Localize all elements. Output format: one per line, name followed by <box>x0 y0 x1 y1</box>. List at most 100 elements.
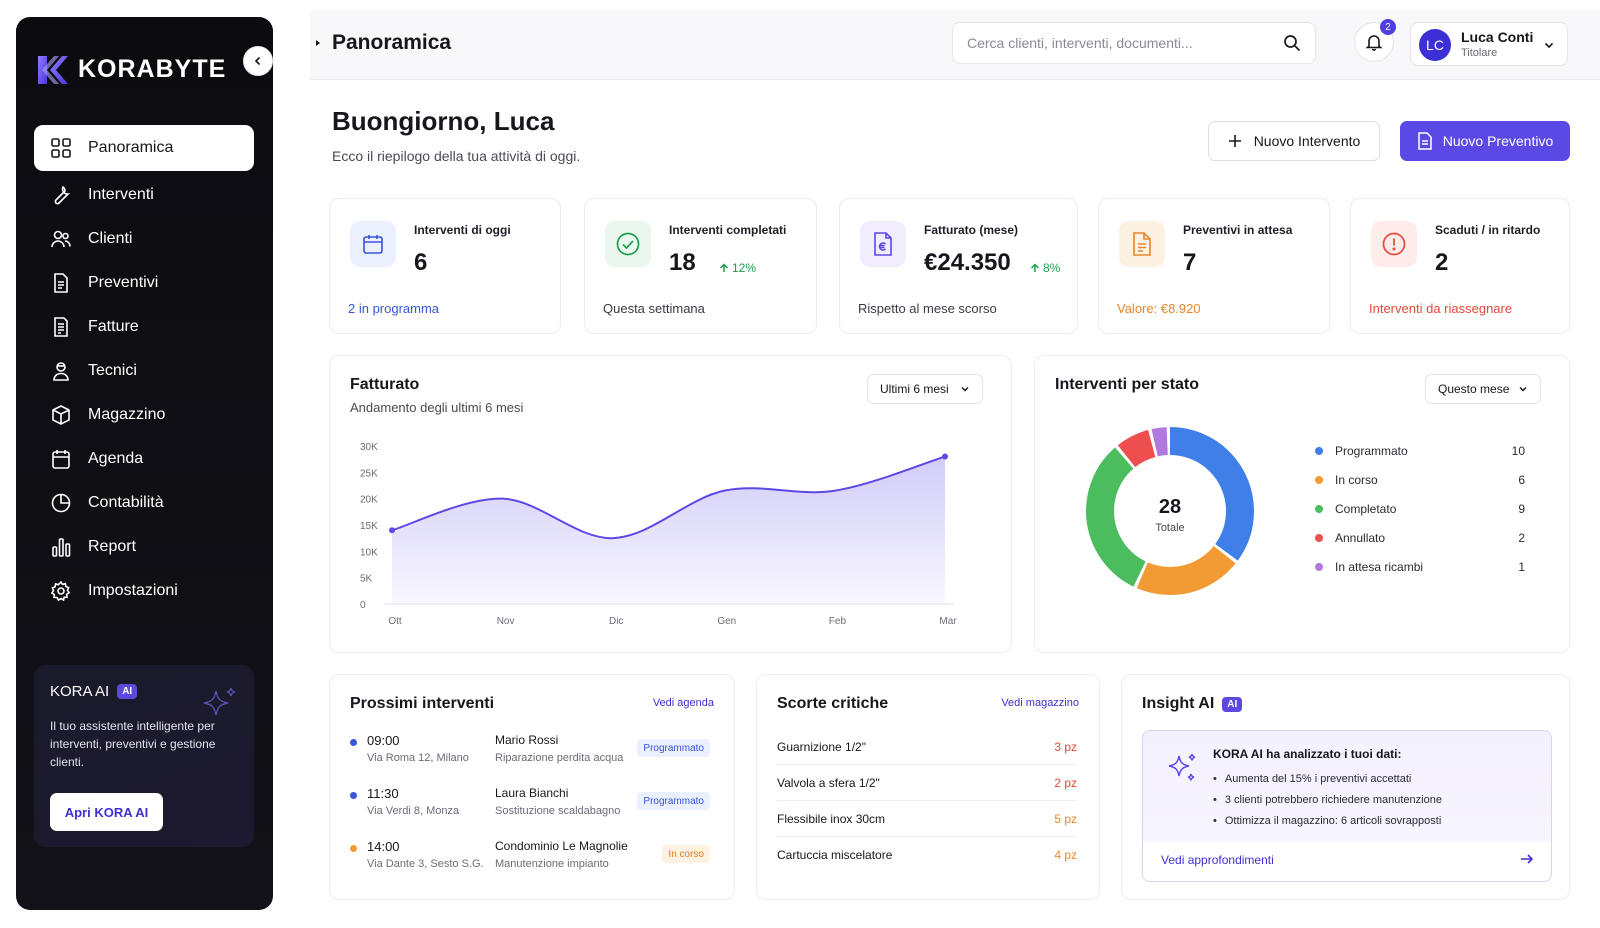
chevron-down-icon <box>1544 42 1554 49</box>
revenue-range-select[interactable]: Ultimi 6 mesi <box>867 374 983 404</box>
y-tick-label: 10K <box>360 547 378 558</box>
notifications-button[interactable]: 2 <box>1354 19 1396 62</box>
sidebar-item-fatture[interactable]: Fatture <box>34 305 254 349</box>
search-icon[interactable] <box>1283 34 1301 52</box>
sidebar-item-report[interactable]: Report <box>34 525 254 569</box>
search-box <box>952 22 1316 64</box>
view-warehouse-link[interactable]: Vedi magazzino <box>1001 697 1079 709</box>
y-tick-label: 15K <box>360 521 378 532</box>
sidebar-item-label: Interventi <box>88 186 154 203</box>
stat-label: Fatturato (mese) <box>924 223 1019 237</box>
chevron-left-icon <box>254 56 261 66</box>
x-tick-label: Feb <box>829 616 847 627</box>
intervention-address: Via Verdi 8, Monza <box>367 805 460 817</box>
collapse-sidebar-button[interactable] <box>243 46 273 76</box>
new-intervention-button[interactable]: Nuovo Intervento <box>1208 121 1380 161</box>
donut-slice[interactable] <box>1086 427 1254 595</box>
sidebar-item-panoramica[interactable]: Panoramica <box>34 125 254 171</box>
sidebar-item-clienti[interactable]: Clienti <box>34 217 254 261</box>
donut-total-label: Totale <box>1155 522 1184 534</box>
pie-chart-icon <box>51 493 71 513</box>
intervention-time: 11:30 <box>367 786 399 801</box>
revenue-series-line <box>391 455 946 540</box>
x-tick-label: Dic <box>609 616 623 627</box>
revenue-subtitle: Andamento degli ultimi 6 mesi <box>350 400 524 415</box>
kora-ai-description: Il tuo assistente intelligente per inter… <box>50 719 216 769</box>
stat-trend: 8% <box>1030 261 1060 275</box>
list-item[interactable]: Valvola a sfera 1/2" 2 pz <box>777 765 1077 801</box>
legend-item: In attesa ricambi 1 <box>1315 560 1525 574</box>
stat-label: Interventi completati <box>669 223 787 237</box>
intervention-address: Via Roma 12, Milano <box>367 752 469 764</box>
legend-swatch <box>1315 505 1323 513</box>
list-item[interactable]: Flessibile inox 30cm 5 pz <box>777 801 1077 837</box>
arrow-right-icon[interactable] <box>1519 851 1535 867</box>
list-item[interactable]: Cartuccia miscelatore 4 pz <box>777 837 1077 873</box>
list-item[interactable]: Guarnizione 1/2" 3 pz <box>777 729 1077 765</box>
user-menu[interactable]: LC Luca Conti Titolare <box>1410 22 1568 66</box>
intervention-job: Riparazione perdita acqua <box>495 752 624 764</box>
sidebar-item-impostazioni[interactable]: Impostazioni <box>34 569 254 613</box>
sidebar-item-label: Preventivi <box>88 274 159 291</box>
legend-label: Annullato <box>1335 531 1386 545</box>
stock-item-name: Guarnizione 1/2" <box>777 739 866 754</box>
ai-badge: AI <box>1222 696 1243 712</box>
stat-label: Scaduti / in ritardo <box>1435 223 1541 237</box>
stat-trend: 12% <box>719 261 756 275</box>
technician-icon <box>53 362 69 381</box>
status-badge: In corso <box>662 845 710 863</box>
sidebar-item-interventi[interactable]: Interventi <box>34 173 254 217</box>
stat-footer: 2 in programma <box>348 301 440 316</box>
gear-icon <box>50 580 71 602</box>
sidebar-item-label: Contabilità <box>88 494 164 511</box>
sidebar-nav: Panoramica Interventi Clienti Preventivi… <box>34 125 254 613</box>
sidebar-item-contabilita[interactable]: Contabilità <box>34 481 254 525</box>
revenue-area-fill <box>392 456 945 604</box>
sidebar-item-preventivi[interactable]: Preventivi <box>34 261 254 305</box>
stat-card-today[interactable]: Interventi di oggi 6 2 in programma <box>329 198 561 334</box>
stat-card-revenue[interactable]: Fatturato (mese) €24.350 8% Rispetto al … <box>839 198 1078 334</box>
list-item[interactable]: 09:00 Via Roma 12, Milano Mario Rossi Ripar… <box>350 733 710 773</box>
greeting-title: Buongiorno, Luca <box>332 106 555 136</box>
sidebar-item-label: Fatture <box>88 318 139 335</box>
sidebar-item-agenda[interactable]: Agenda <box>34 437 254 481</box>
avatar: LC <box>1419 29 1451 61</box>
stat-card-overdue[interactable]: Scaduti / in ritardo 2 Interventi da ria… <box>1350 198 1570 334</box>
alert-circle-icon <box>1382 232 1406 256</box>
y-tick-label: 0 <box>360 600 366 611</box>
stock-item-qty: 5 pz <box>1054 811 1077 826</box>
legend-label: In attesa ricambi <box>1335 560 1424 574</box>
brand-logo[interactable]: KORABYTE <box>38 55 226 84</box>
x-tick-label: Ott <box>388 616 402 627</box>
wrench-icon <box>54 185 71 205</box>
stat-icon-container <box>350 221 396 267</box>
donut-slice[interactable] <box>1086 427 1254 595</box>
sidebar-item-magazzino[interactable]: Magazzino <box>34 393 254 437</box>
new-quote-button[interactable]: Nuovo Preventivo <box>1400 121 1570 161</box>
intervention-job: Sostituzione scaldabagno <box>495 805 621 817</box>
stat-icon-container <box>1371 221 1417 267</box>
x-tick-label: Mar <box>939 616 957 627</box>
sidebar-item-label: Report <box>88 538 137 555</box>
view-agenda-link[interactable]: Vedi agenda <box>652 697 714 709</box>
search-input[interactable] <box>967 23 1267 63</box>
list-item[interactable]: 14:00 Via Dante 3, Sesto S.G. Condominio L… <box>350 839 710 879</box>
user-name: Luca Conti <box>1461 29 1534 45</box>
document-icon <box>1133 232 1151 256</box>
insight-box: KORA AI ha analizzato i tuoi dati: Aumen… <box>1142 730 1552 882</box>
intervention-address: Via Dante 3, Sesto S.G. <box>367 858 484 870</box>
notification-count-badge: 2 <box>1380 19 1396 35</box>
open-kora-ai-button[interactable]: Apri KORA AI <box>50 793 163 831</box>
view-insights-link[interactable]: Vedi approfondimenti <box>1161 853 1274 867</box>
list-item[interactable]: 11:30 Via Verdi 8, Monza Laura Bianchi Sost… <box>350 786 710 826</box>
stock-item-qty: 3 pz <box>1054 739 1077 754</box>
legend-item: Programmato 10 <box>1315 444 1525 458</box>
sidebar-item-tecnici[interactable]: Tecnici <box>34 349 254 393</box>
revenue-point <box>389 527 395 534</box>
status-range-select[interactable]: Questo mese <box>1425 374 1541 404</box>
donut-slice[interactable] <box>1086 427 1254 595</box>
stat-card-completed[interactable]: Interventi completati 18 12% Questa sett… <box>584 198 817 334</box>
y-tick-label: 20K <box>360 495 378 506</box>
legend-swatch <box>1315 447 1323 455</box>
stat-card-pending-quotes[interactable]: Preventivi in attesa 7 Valore: €8.920 <box>1098 198 1330 334</box>
